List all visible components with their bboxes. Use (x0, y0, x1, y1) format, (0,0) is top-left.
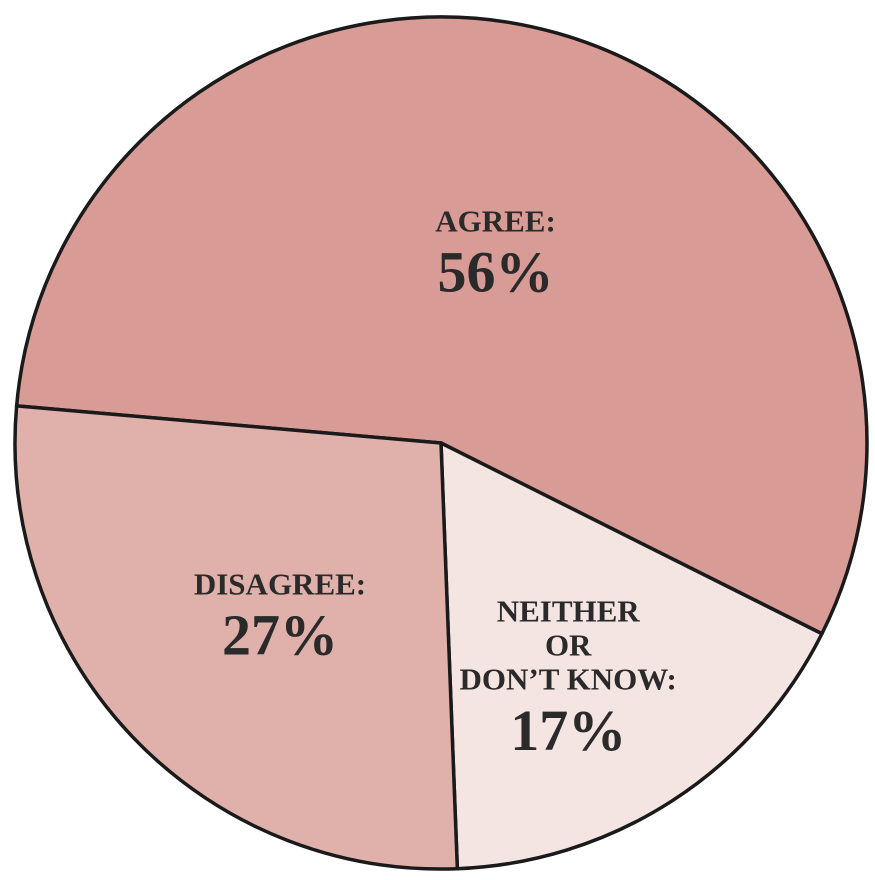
pie-label-3: DISAGREE:27% (194, 566, 366, 667)
slice-value-text: 56% (438, 240, 554, 305)
pie-slice-3 (13, 404, 460, 871)
slice-label-text: AGREE: (435, 204, 556, 239)
slice-value-text: 17% (510, 698, 626, 763)
slice-value-text: 27% (222, 603, 338, 668)
pie-label-1: AGREE:56% (435, 204, 556, 305)
slice-label-text: DISAGREE: (194, 566, 366, 601)
slice-label-text: NEITHER (497, 594, 641, 629)
pie-slices (13, 15, 869, 871)
slice-label-text: DON’T KNOW: (460, 662, 677, 697)
pie-slice-2 (439, 441, 824, 871)
pie-slice-1 (14, 15, 869, 636)
slice-label-text: OR (545, 628, 592, 663)
